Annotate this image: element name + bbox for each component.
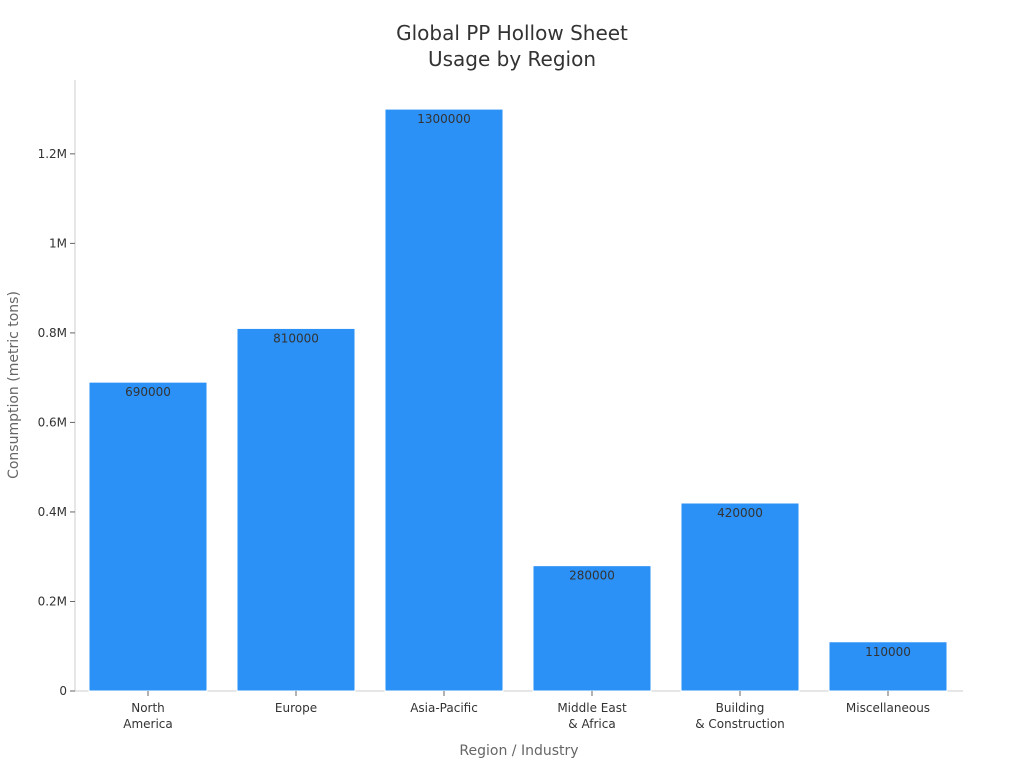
y-tick-label: 0.8M: [38, 326, 67, 340]
x-tick-label: America: [123, 717, 173, 731]
bar: [384, 108, 504, 692]
y-axis-ticks: 0 0.2M 0.4M 0.6M 0.8M 1M 1.2M: [38, 147, 75, 698]
bar: [532, 565, 652, 692]
bar-value-label: 280000: [569, 569, 615, 583]
bar-value-label: 690000: [125, 385, 171, 399]
y-tick-label: 0.6M: [38, 415, 67, 429]
x-axis-title: Region / Industry: [459, 743, 578, 759]
y-tick-label: 0.4M: [38, 505, 67, 519]
bar-value-label: 810000: [273, 331, 319, 345]
x-tick-label: Middle East: [557, 701, 627, 715]
y-tick-label: 1.2M: [38, 147, 67, 161]
bar-value-label: 420000: [717, 506, 763, 520]
bar: [88, 381, 208, 692]
y-tick-label: 0: [59, 684, 67, 698]
bars: [88, 108, 948, 692]
bar: [680, 502, 800, 692]
bar: [236, 327, 356, 692]
x-tick-label: Building: [716, 701, 765, 715]
x-tick-label: Asia-Pacific: [410, 701, 478, 715]
y-tick-label: 0.2M: [38, 594, 67, 608]
chart-title-line: Usage by Region: [428, 47, 596, 71]
x-tick-label: & Africa: [568, 717, 615, 731]
data-labels: 690000 810000 1300000 280000 420000 110000: [125, 112, 911, 659]
x-tick-label: Miscellaneous: [846, 701, 930, 715]
y-tick-label: 1M: [49, 236, 67, 250]
bar: [828, 641, 948, 692]
x-axis-ticks: North America Europe Asia-Pacific Middle Eas…: [123, 691, 930, 731]
x-tick-label: North: [131, 701, 165, 715]
bar-value-label: 110000: [865, 645, 911, 659]
chart-title-line: Global PP Hollow Sheet: [396, 21, 628, 45]
x-tick-label: & Construction: [695, 717, 785, 731]
axes: [74, 80, 963, 692]
y-axis-title: Consumption (metric tons): [6, 291, 22, 479]
x-tick-label: Europe: [275, 701, 317, 715]
bar-value-label: 1300000: [417, 112, 470, 126]
